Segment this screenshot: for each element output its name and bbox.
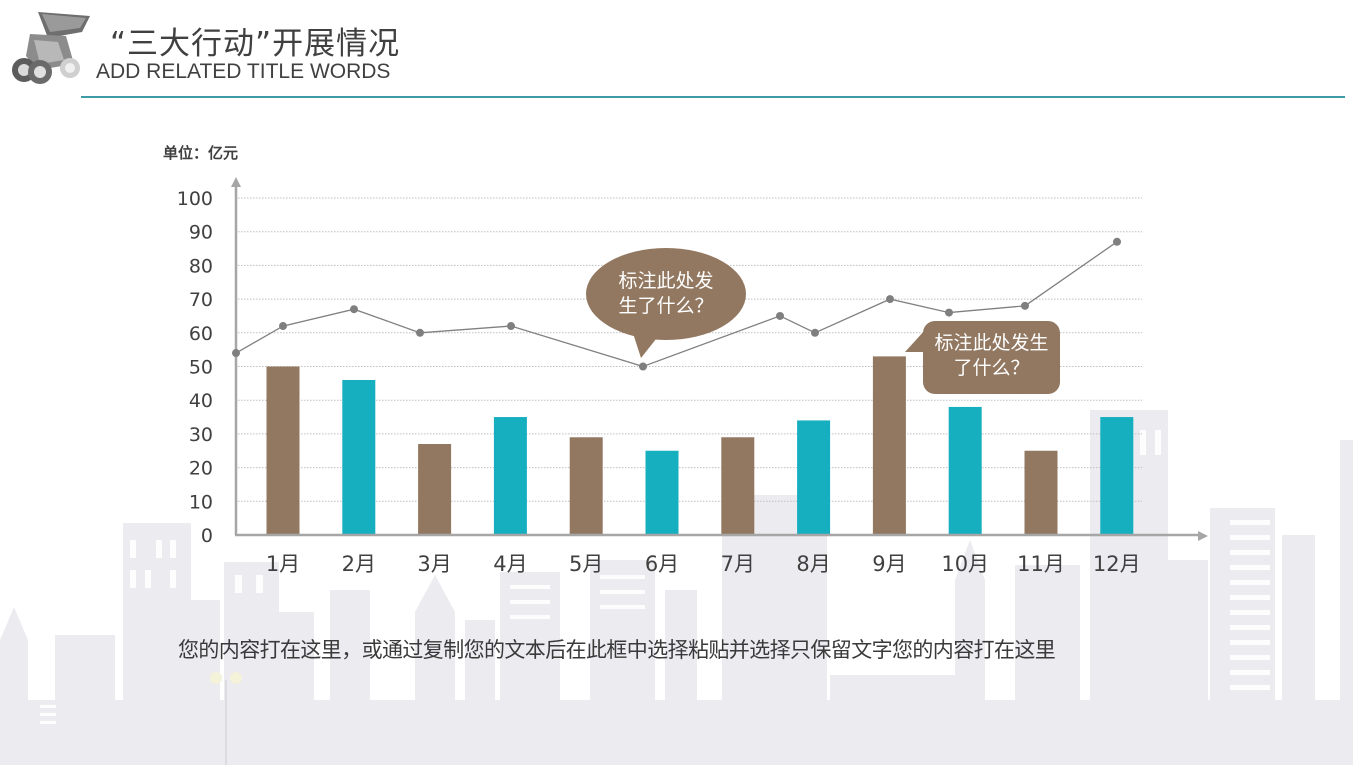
line-point [279, 322, 287, 331]
x-tick-label: 1月 [266, 552, 300, 576]
x-tick-label: 6月 [645, 552, 679, 576]
bar-series [266, 356, 1134, 535]
y-tick-label: 80 [189, 255, 213, 277]
body-caption-text: 您的内容打在这里，或通过复制您的文本后在此框中选择粘贴并选择只保留文字您的内容打… [178, 638, 1056, 662]
bar [569, 437, 603, 535]
bar [418, 444, 452, 535]
annotation-rect-line1: 标注此处发生 [934, 332, 1049, 354]
line-point [776, 311, 784, 320]
y-tick-label: 40 [189, 390, 213, 412]
bar [721, 437, 755, 535]
y-tick-label: 0 [201, 525, 213, 547]
line-point [1021, 301, 1029, 310]
x-tick-label: 7月 [721, 552, 755, 576]
x-tick-label: 8月 [796, 552, 830, 576]
y-tick-label: 10 [189, 491, 213, 513]
annotation-oval-line2: 生了什么？ [618, 295, 714, 317]
page-title: “三大行动”开展情况 [110, 26, 401, 62]
y-tick-label: 100 [177, 188, 213, 210]
bar [797, 420, 831, 535]
bar [1100, 417, 1134, 535]
line-point [886, 295, 894, 304]
chart-axes [231, 177, 1208, 541]
trend-line-series [232, 237, 1121, 371]
wheel-loader-icon [12, 12, 90, 84]
bar [948, 406, 982, 535]
bar [645, 450, 679, 535]
annotation-oval-line1: 标注此处发 [618, 270, 714, 292]
x-tick-label: 12月 [1093, 552, 1141, 576]
header-divider [81, 96, 1345, 98]
y-tick-label: 30 [189, 424, 213, 446]
bar [266, 366, 300, 535]
bar [493, 417, 527, 535]
line-point [1113, 237, 1121, 246]
line-point [350, 305, 358, 314]
line-point [945, 308, 953, 317]
annotation-bubble-rect [905, 321, 1060, 394]
x-tick-label: 5月 [569, 552, 603, 576]
y-tick-label: 20 [189, 458, 213, 480]
bar [342, 379, 376, 535]
annotation-rect-line2: 了什么？ [953, 357, 1030, 379]
line-point [416, 328, 424, 337]
x-axis-tick-labels: 1月 2月 3月 4月 5月 6月 7月 8月 9月 10月 11月 12月 [266, 552, 1141, 576]
y-axis-tick-labels: 0 10 20 30 40 50 60 70 80 90 100 [177, 188, 213, 547]
x-tick-label: 9月 [872, 552, 906, 576]
y-tick-label: 70 [189, 289, 213, 311]
chart-gridlines [238, 197, 1142, 502]
y-tick-label: 60 [189, 323, 213, 345]
line-point [811, 328, 819, 337]
x-tick-label: 3月 [417, 552, 451, 576]
y-axis-unit-label: 单位：亿元 [163, 144, 239, 162]
x-tick-label: 4月 [493, 552, 527, 576]
bar [872, 356, 906, 535]
bar [1024, 450, 1058, 535]
page-subtitle: ADD RELATED TITLE WORDS [96, 60, 391, 83]
y-tick-label: 50 [189, 357, 213, 379]
x-tick-label: 11月 [1017, 552, 1065, 576]
line-point [639, 362, 647, 371]
annotation-rect-text: 标注此处发生 了什么？ [923, 331, 1060, 381]
annotation-oval-text: 标注此处发 生了什么？ [586, 269, 746, 319]
line-point [232, 349, 240, 358]
x-tick-label: 2月 [342, 552, 376, 576]
annotation-bubble-oval [586, 248, 746, 358]
y-tick-label: 90 [189, 222, 213, 244]
x-tick-label: 10月 [941, 552, 989, 576]
line-point [507, 322, 515, 331]
